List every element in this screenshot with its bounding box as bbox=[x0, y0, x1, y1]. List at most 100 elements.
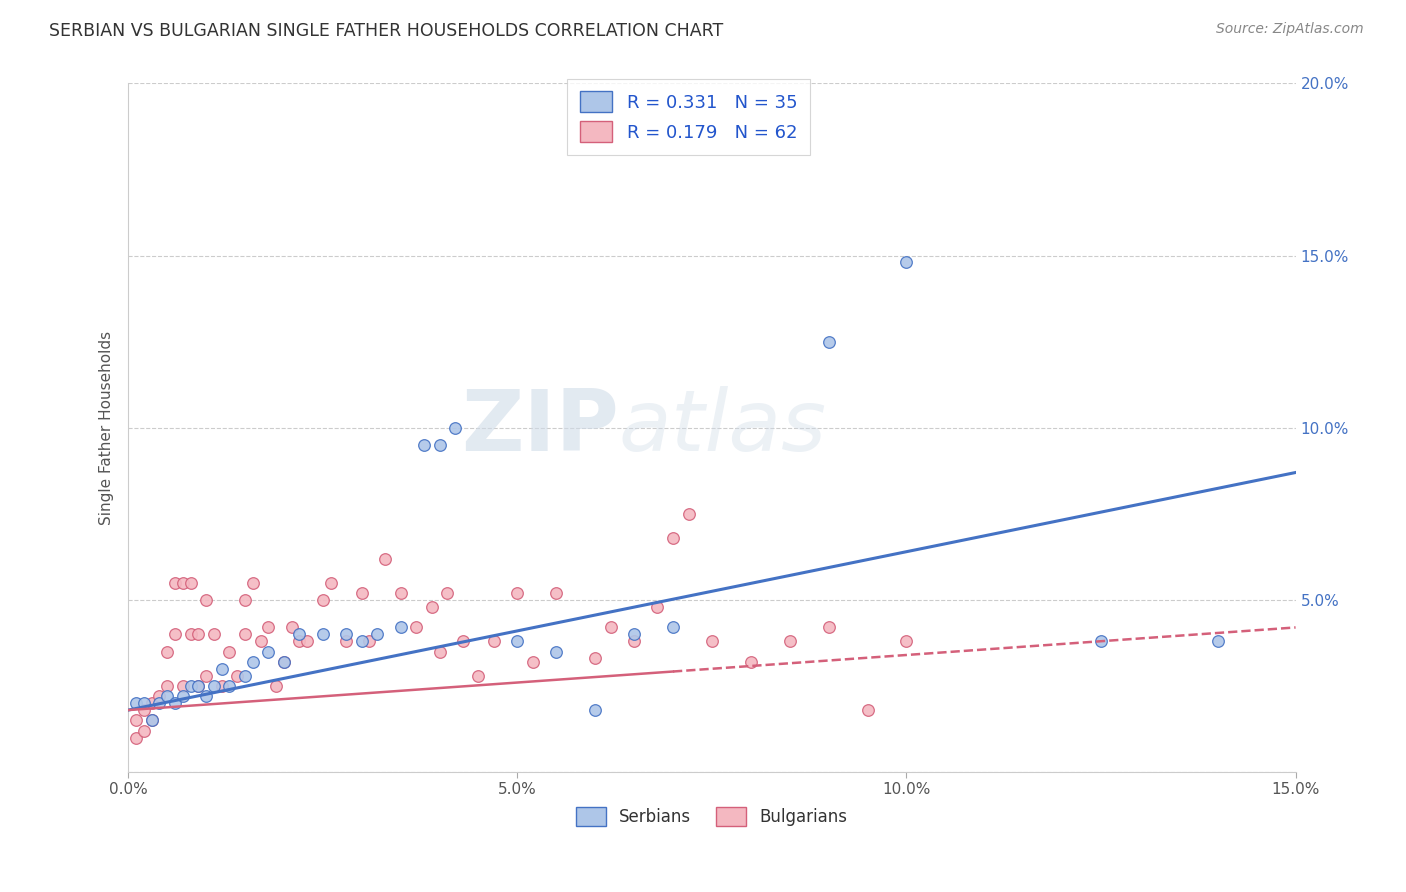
Point bbox=[211, 679, 233, 693]
Point bbox=[678, 507, 700, 521]
Legend: Serbians, Bulgarians: Serbians, Bulgarians bbox=[569, 800, 855, 832]
Point bbox=[546, 586, 568, 600]
Point bbox=[583, 703, 606, 717]
Point bbox=[141, 714, 163, 728]
Point bbox=[319, 575, 342, 590]
Text: ZIP: ZIP bbox=[461, 386, 619, 469]
Point bbox=[249, 634, 271, 648]
Point bbox=[335, 627, 357, 641]
Point bbox=[1206, 634, 1229, 648]
Point bbox=[817, 620, 839, 634]
Text: SERBIAN VS BULGARIAN SINGLE FATHER HOUSEHOLDS CORRELATION CHART: SERBIAN VS BULGARIAN SINGLE FATHER HOUSE… bbox=[49, 22, 724, 40]
Point bbox=[420, 599, 443, 614]
Point bbox=[779, 634, 801, 648]
Point bbox=[172, 679, 194, 693]
Point bbox=[350, 586, 373, 600]
Point bbox=[389, 620, 412, 634]
Point bbox=[156, 679, 179, 693]
Point bbox=[740, 655, 762, 669]
Point bbox=[233, 668, 256, 682]
Point bbox=[896, 634, 918, 648]
Point bbox=[623, 634, 645, 648]
Point bbox=[429, 438, 451, 452]
Point bbox=[444, 421, 467, 435]
Point bbox=[546, 644, 568, 658]
Point bbox=[163, 696, 186, 710]
Point bbox=[264, 679, 287, 693]
Point bbox=[482, 634, 505, 648]
Point bbox=[125, 696, 148, 710]
Text: Source: ZipAtlas.com: Source: ZipAtlas.com bbox=[1216, 22, 1364, 37]
Point bbox=[156, 644, 179, 658]
Point bbox=[187, 679, 209, 693]
Text: atlas: atlas bbox=[619, 386, 827, 469]
Point bbox=[1090, 634, 1112, 648]
Point bbox=[202, 627, 225, 641]
Point bbox=[179, 627, 201, 641]
Point bbox=[312, 593, 335, 607]
Point bbox=[141, 696, 163, 710]
Point bbox=[257, 644, 280, 658]
Point bbox=[297, 634, 319, 648]
Point bbox=[242, 655, 264, 669]
Point bbox=[132, 723, 155, 738]
Point bbox=[288, 627, 311, 641]
Point bbox=[218, 644, 240, 658]
Point bbox=[179, 679, 201, 693]
Point bbox=[195, 593, 218, 607]
Point bbox=[599, 620, 621, 634]
Point bbox=[125, 714, 148, 728]
Point bbox=[335, 634, 357, 648]
Point bbox=[429, 644, 451, 658]
Point bbox=[374, 551, 396, 566]
Point bbox=[163, 627, 186, 641]
Point bbox=[226, 668, 249, 682]
Y-axis label: Single Father Households: Single Father Households bbox=[100, 331, 114, 524]
Point bbox=[506, 634, 529, 648]
Point bbox=[132, 703, 155, 717]
Point bbox=[312, 627, 335, 641]
Point bbox=[350, 634, 373, 648]
Point bbox=[257, 620, 280, 634]
Point bbox=[451, 634, 474, 648]
Point bbox=[233, 593, 256, 607]
Point bbox=[125, 731, 148, 745]
Point bbox=[179, 575, 201, 590]
Point bbox=[700, 634, 723, 648]
Point bbox=[662, 620, 685, 634]
Point bbox=[366, 627, 388, 641]
Point bbox=[242, 575, 264, 590]
Point bbox=[467, 668, 489, 682]
Point bbox=[273, 655, 295, 669]
Point bbox=[389, 586, 412, 600]
Point bbox=[218, 679, 240, 693]
Point bbox=[172, 690, 194, 704]
Point bbox=[211, 662, 233, 676]
Point bbox=[156, 690, 179, 704]
Point bbox=[413, 438, 436, 452]
Point bbox=[583, 651, 606, 665]
Point bbox=[506, 586, 529, 600]
Point bbox=[280, 620, 302, 634]
Point bbox=[273, 655, 295, 669]
Point bbox=[202, 679, 225, 693]
Point bbox=[195, 690, 218, 704]
Point bbox=[141, 714, 163, 728]
Point bbox=[288, 634, 311, 648]
Point bbox=[662, 531, 685, 545]
Point bbox=[132, 696, 155, 710]
Point bbox=[187, 679, 209, 693]
Point bbox=[187, 627, 209, 641]
Point bbox=[148, 690, 170, 704]
Point bbox=[359, 634, 381, 648]
Point bbox=[856, 703, 879, 717]
Point bbox=[623, 627, 645, 641]
Point bbox=[817, 334, 839, 349]
Point bbox=[896, 255, 918, 269]
Point bbox=[405, 620, 427, 634]
Point bbox=[172, 575, 194, 590]
Point bbox=[195, 668, 218, 682]
Point bbox=[436, 586, 458, 600]
Point bbox=[647, 599, 669, 614]
Point bbox=[522, 655, 544, 669]
